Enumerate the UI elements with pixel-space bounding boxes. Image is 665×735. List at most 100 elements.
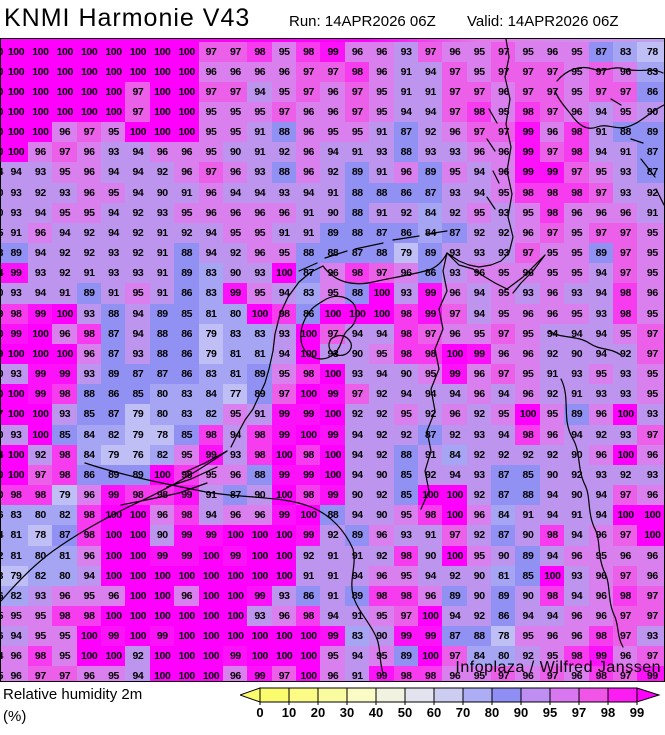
grid-value: 99	[174, 545, 200, 567]
grid-value: 92	[369, 424, 395, 446]
grid-value: 98	[52, 384, 78, 406]
grid-value: 97	[491, 61, 517, 83]
grid-value: 87	[296, 263, 322, 285]
grid-value: 97	[613, 243, 638, 265]
grid-value: 94	[125, 182, 151, 204]
grid-value: 87	[491, 485, 517, 507]
grid-value: 100	[3, 101, 29, 123]
grid-value: 95	[588, 162, 614, 184]
grid-value: 89	[247, 364, 273, 386]
grid-value: 96	[247, 243, 273, 265]
grid-value: 100	[613, 444, 638, 466]
grid-value: 96	[637, 283, 664, 305]
grid-value: 95	[369, 343, 395, 365]
grid-value: 100	[247, 646, 273, 668]
grid-value: 98	[296, 444, 322, 466]
grid-value: 91	[296, 565, 322, 587]
grid-value: 88	[515, 485, 541, 507]
grid-value: 91	[637, 202, 664, 224]
grid-value: 89	[320, 222, 346, 244]
grid-value: 99	[417, 283, 443, 305]
grid-value: 92	[222, 243, 248, 265]
grid-value: 83	[344, 626, 370, 648]
grid-value: 97	[52, 142, 78, 164]
grid-value: 97	[344, 101, 370, 123]
grid-value: 83	[3, 505, 29, 527]
grid-value: 91	[344, 666, 370, 681]
grid-value: 98	[344, 61, 370, 83]
grid-value: 95	[320, 122, 346, 144]
grid-value: 97	[320, 323, 346, 345]
grid-value: 93	[637, 404, 664, 426]
grid-value: 90	[393, 364, 419, 386]
grid-value: 93	[613, 424, 638, 446]
grid-value: 91	[613, 142, 638, 164]
grid-value: 100	[149, 565, 175, 587]
grid-value: 79	[52, 485, 78, 507]
grid-value: 94	[564, 585, 590, 607]
grid-value: 94	[369, 364, 395, 386]
grid-value: 95	[539, 404, 565, 426]
grid-value: 100	[247, 303, 273, 325]
grid-value: 98	[3, 485, 29, 507]
grid-value: 94	[52, 222, 78, 244]
grid-value: 97	[52, 666, 78, 681]
grid-value: 98	[393, 585, 419, 607]
grid-value-edge: 0	[1, 424, 5, 446]
grid-value: 90	[344, 343, 370, 365]
grid-value: 98	[613, 585, 638, 607]
grid-value: 88	[344, 182, 370, 204]
grid-value: 93	[247, 605, 273, 627]
grid-value: 95	[613, 101, 638, 123]
grid-value: 96	[442, 404, 468, 426]
grid-value: 100	[417, 646, 443, 668]
grid-value: 98	[539, 585, 565, 607]
grid-value: 86	[491, 605, 517, 627]
grid-value: 94	[320, 142, 346, 164]
grid-value: 100	[3, 464, 29, 486]
grid-value: 100	[27, 404, 53, 426]
grid-value: 100	[320, 364, 346, 386]
grid-value: 97	[539, 222, 565, 244]
grid-value: 95	[515, 323, 541, 345]
grid-value: 96	[320, 101, 346, 123]
grid-value: 96	[564, 626, 590, 648]
grid-value: 92	[52, 263, 78, 285]
grid-value: 94	[3, 626, 29, 648]
grid-value: 84	[466, 646, 492, 668]
grid-value: 97	[222, 41, 248, 63]
grid-value: 100	[52, 303, 78, 325]
grid-value: 97	[613, 81, 638, 103]
grid-value: 100	[52, 343, 78, 365]
grid-value: 94	[125, 303, 151, 325]
grid-value: 97	[442, 81, 468, 103]
grid-value: 78	[637, 41, 664, 63]
grid-value: 95	[222, 222, 248, 244]
grid-value: 94	[222, 424, 248, 446]
grid-value: 90	[149, 525, 175, 547]
grid-value: 91	[149, 243, 175, 265]
grid-value: 85	[52, 424, 78, 446]
grid-value: 95	[393, 565, 419, 587]
grid-value: 91	[344, 605, 370, 627]
grid-value: 92	[369, 404, 395, 426]
grid-value: 88	[296, 243, 322, 265]
grid-value: 90	[466, 585, 492, 607]
grid-value: 95	[637, 243, 664, 265]
grid-value: 99	[271, 424, 297, 446]
grid-value: 94	[344, 505, 370, 527]
grid-value: 91	[393, 61, 419, 83]
grid-value: 100	[101, 41, 127, 63]
grid-value-edge: 0	[1, 384, 5, 406]
grid-value: 96	[613, 646, 638, 668]
grid-value: 98	[539, 202, 565, 224]
grid-value: 96	[588, 444, 614, 466]
grid-value: 97	[588, 222, 614, 244]
grid-value: 82	[3, 585, 29, 607]
grid-value: 98	[613, 283, 638, 305]
grid-value: 95	[393, 505, 419, 527]
grid-value: 98	[296, 41, 322, 63]
grid-value: 96	[296, 101, 322, 123]
grid-value: 88	[174, 243, 200, 265]
grid-value: 100	[125, 505, 151, 527]
